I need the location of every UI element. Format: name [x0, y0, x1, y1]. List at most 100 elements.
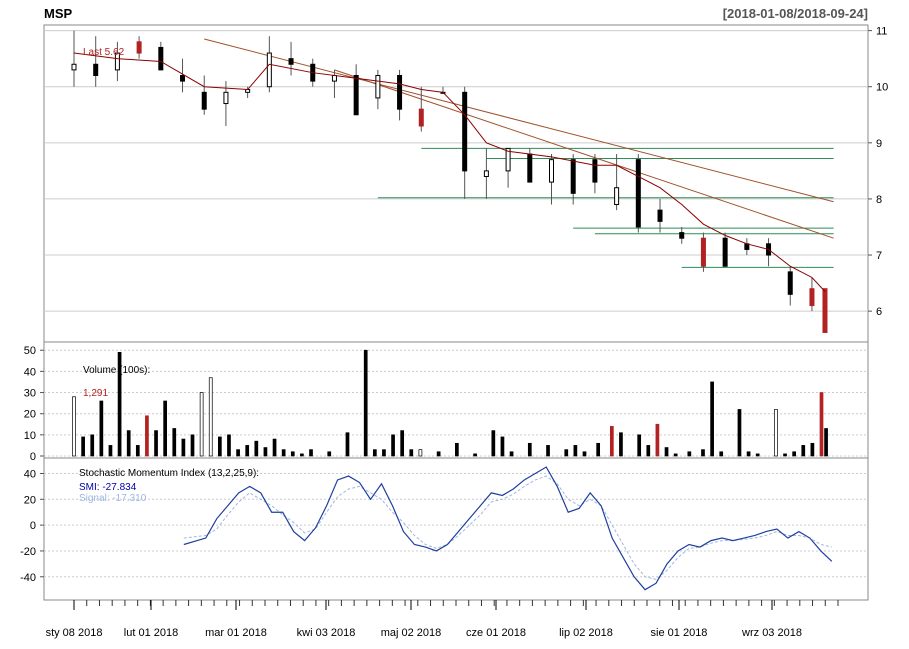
volume-bar — [81, 436, 85, 457]
volume-tick-label: 30 — [24, 388, 36, 400]
volume-bar — [272, 438, 277, 457]
moving-average-line — [73, 52, 826, 292]
price-tick-label: 9 — [876, 138, 882, 150]
volume-bar — [372, 449, 377, 457]
volume-label: Volume (100s): — [83, 365, 150, 376]
candle-body — [71, 63, 77, 71]
volume-bar — [418, 449, 423, 457]
volume-bar — [609, 426, 614, 457]
candle-body — [180, 74, 186, 82]
volume-bar — [300, 453, 304, 457]
x-tick-label: lut 01 2018 — [124, 627, 178, 639]
volume-bar — [783, 453, 787, 457]
price-tick-label: 8 — [876, 194, 882, 206]
candle-body — [136, 41, 142, 54]
candle-body — [331, 74, 337, 82]
x-tick-label: mar 01 2018 — [205, 627, 267, 639]
volume-tick-label: 50 — [24, 345, 36, 357]
candle-body — [614, 187, 620, 206]
volume-tick-label: 0 — [30, 451, 36, 463]
volume-bar — [500, 436, 505, 457]
volume-bar — [596, 442, 601, 457]
smi-layer — [183, 466, 833, 591]
trend-line — [334, 69, 834, 239]
volume-bar — [309, 449, 313, 457]
candle-body — [679, 232, 685, 239]
candle-body — [549, 159, 554, 183]
candle-body — [527, 153, 533, 183]
volume-bar — [527, 442, 532, 457]
volume-bar — [755, 453, 760, 457]
candle-body — [809, 288, 815, 307]
candle-body — [483, 170, 489, 177]
volume-bar — [455, 442, 459, 457]
volume-bar — [382, 449, 386, 457]
volume-bar — [491, 430, 496, 457]
volume-tick-label: 20 — [24, 409, 36, 421]
volume-tick-label: 10 — [24, 430, 36, 442]
volume-bar — [774, 409, 778, 457]
volume-bar — [90, 434, 95, 457]
volume-bar — [172, 428, 177, 457]
volume-bar — [664, 447, 669, 457]
volume-bar — [290, 451, 295, 457]
x-tick-label: sty 08 2018 — [46, 627, 103, 639]
candle-body — [570, 159, 576, 194]
volume-bar — [673, 453, 678, 457]
smi-label: Stochastic Momentum Index (13,2,25,9): — [79, 468, 259, 479]
price-tick-label: 6 — [876, 306, 882, 318]
x-tick-label: lip 02 2018 — [559, 627, 613, 639]
volume-bar — [409, 449, 414, 457]
price-layer — [71, 30, 834, 333]
volume-bar — [345, 432, 350, 457]
signal-line — [183, 475, 832, 580]
volume-bar — [637, 434, 642, 457]
smi-tick-label: 40 — [24, 468, 36, 480]
candle-body — [787, 271, 793, 295]
volume-bar — [400, 430, 405, 457]
candle-body — [201, 91, 207, 110]
volume-bar — [619, 432, 623, 457]
candle-body — [158, 46, 164, 71]
volume-bar — [227, 434, 231, 457]
volume-bar — [719, 451, 724, 457]
volume-bar — [208, 377, 213, 457]
price-tick-label: 11 — [876, 26, 887, 38]
volume-bar — [819, 392, 824, 457]
price-panel — [43, 24, 869, 343]
chart-title: MSP — [44, 6, 73, 21]
volume-bar — [701, 449, 705, 457]
volume-bar — [181, 438, 186, 457]
volume-bar — [746, 451, 751, 457]
smi-line — [183, 466, 833, 591]
x-tick-label: sie 01 2018 — [651, 627, 708, 639]
volume-bar — [154, 430, 158, 457]
candle-body — [93, 63, 99, 76]
volume-bar — [687, 451, 692, 457]
candle-body — [288, 58, 294, 65]
volume-bar — [801, 445, 806, 457]
volume-bar — [145, 415, 149, 457]
volume-bar — [199, 392, 204, 457]
volume-bar — [655, 423, 660, 457]
price-tick-label: 7 — [876, 250, 882, 262]
candle-body — [505, 147, 511, 172]
candle-body — [657, 209, 663, 222]
candle-body — [397, 74, 403, 110]
volume-last-value: 1,291 — [83, 388, 108, 399]
candle-body — [223, 91, 229, 105]
last-price-label: Last 5.62 — [83, 47, 125, 58]
volume-bar — [710, 381, 714, 457]
volume-bar — [327, 451, 332, 457]
volume-bar — [473, 453, 477, 457]
smi-panel — [43, 457, 869, 601]
smi-tick-label: 0 — [30, 520, 36, 532]
volume-bar — [254, 440, 259, 457]
volume-bar — [792, 451, 797, 457]
axis-layer: 11 10 9 8 7 6 50 40 30 20 10 0 40 20 0 -20 -40 sty 08 201… — [20, 26, 888, 639]
candle-body — [722, 237, 728, 267]
volume-bar — [126, 430, 131, 457]
volume-bar — [564, 449, 569, 457]
